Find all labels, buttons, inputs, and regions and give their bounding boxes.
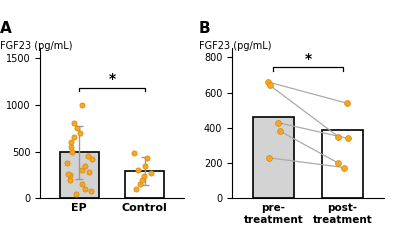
Point bbox=[335, 135, 342, 139]
Point bbox=[79, 182, 85, 186]
Point bbox=[77, 131, 83, 135]
Text: FGF23 (pg/mL): FGF23 (pg/mL) bbox=[198, 41, 271, 51]
Point bbox=[137, 182, 143, 186]
Point bbox=[344, 101, 350, 105]
Text: *: * bbox=[108, 72, 116, 86]
Point bbox=[140, 174, 147, 178]
Point bbox=[345, 136, 351, 140]
Point bbox=[68, 140, 74, 144]
Point bbox=[144, 156, 150, 160]
Point bbox=[148, 171, 155, 175]
Point bbox=[265, 80, 271, 84]
Point bbox=[274, 121, 281, 124]
Point bbox=[133, 187, 140, 191]
Point bbox=[82, 187, 88, 191]
Point bbox=[73, 192, 79, 196]
Point bbox=[71, 121, 77, 125]
Point bbox=[266, 156, 272, 160]
Point bbox=[341, 166, 347, 169]
Point bbox=[79, 168, 85, 172]
Point bbox=[131, 151, 137, 155]
Point bbox=[64, 161, 70, 165]
Point bbox=[142, 164, 148, 167]
Point bbox=[267, 83, 273, 87]
Point bbox=[79, 103, 86, 106]
Point bbox=[74, 126, 81, 130]
Text: B: B bbox=[198, 21, 210, 36]
Point bbox=[86, 170, 92, 174]
Bar bbox=[125, 171, 164, 198]
Text: FGF23 (pg/mL): FGF23 (pg/mL) bbox=[0, 41, 72, 51]
Bar bbox=[322, 130, 363, 198]
Point bbox=[67, 178, 74, 182]
Point bbox=[85, 154, 91, 158]
Point bbox=[134, 168, 141, 172]
Point bbox=[67, 173, 74, 177]
Point bbox=[335, 161, 342, 165]
Point bbox=[64, 172, 71, 176]
Point bbox=[68, 145, 74, 149]
Point bbox=[88, 189, 94, 193]
Point bbox=[88, 157, 95, 161]
Point bbox=[82, 164, 88, 167]
Point bbox=[68, 150, 75, 153]
Bar bbox=[253, 117, 294, 198]
Text: *: * bbox=[304, 52, 312, 66]
Bar bbox=[60, 152, 99, 198]
Point bbox=[138, 178, 145, 182]
Point bbox=[277, 129, 284, 133]
Point bbox=[71, 136, 77, 139]
Text: A: A bbox=[0, 21, 12, 36]
